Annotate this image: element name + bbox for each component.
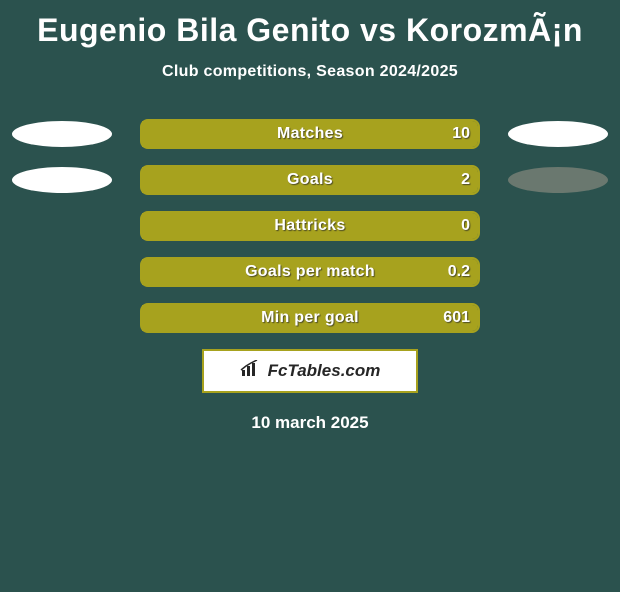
bar-chart-icon xyxy=(240,360,262,383)
stat-row: Goals 2 xyxy=(0,165,620,195)
left-marker-ellipse xyxy=(12,167,112,193)
bar-value: 0 xyxy=(420,211,470,241)
bar-value: 0.2 xyxy=(420,257,470,287)
bar-value: 10 xyxy=(420,119,470,149)
right-marker-ellipse xyxy=(508,167,608,193)
bar-value: 2 xyxy=(420,165,470,195)
fctables-logo[interactable]: FcTables.com xyxy=(202,349,418,393)
stat-row: Hattricks 0 xyxy=(0,211,620,241)
stat-row: Goals per match 0.2 xyxy=(0,257,620,287)
subtitle: Club competitions, Season 2024/2025 xyxy=(0,63,620,81)
generated-date: 10 march 2025 xyxy=(0,413,620,433)
stats-bars: Matches 10 Goals 2 Hattricks 0 Goals per… xyxy=(0,119,620,333)
stat-row: Matches 10 xyxy=(0,119,620,149)
bar-value: 601 xyxy=(420,303,470,333)
stat-row: Min per goal 601 xyxy=(0,303,620,333)
left-marker-ellipse xyxy=(12,121,112,147)
logo-text: FcTables.com xyxy=(268,361,381,381)
right-marker-ellipse xyxy=(508,121,608,147)
page-title: Eugenio Bila Genito vs KorozmÃ¡n xyxy=(0,12,620,49)
